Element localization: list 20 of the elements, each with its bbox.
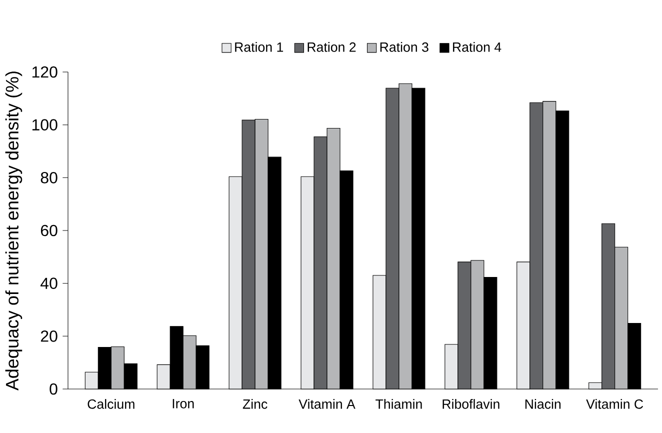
y-tick-label: 80 — [40, 172, 58, 184]
legend-label: Ration 2 — [308, 42, 356, 52]
legend-label: Ration 4 — [453, 42, 502, 52]
y-tick-label: 60 — [40, 224, 58, 236]
x-tick-label: Vitamin C — [586, 399, 644, 409]
y-tick-label: 40 — [40, 278, 58, 289]
x-tick-label: Iron — [172, 399, 194, 408]
x-tick-label: Calcium — [88, 399, 134, 409]
legend-label: Ration 1 — [235, 42, 284, 52]
legend-label: Ration 3 — [380, 42, 428, 52]
x-tick-label: Niacin — [525, 399, 561, 409]
x-tick-label: Riboflavin — [442, 399, 500, 409]
x-tick-label: Vitamin A — [298, 399, 356, 409]
x-tick-label: Thiamin — [376, 399, 422, 409]
y-axis-title: Adequacy of nutrient energy density (%) — [5, 72, 22, 391]
y-tick-label: 120 — [32, 66, 58, 78]
y-tick-label: 20 — [40, 330, 58, 342]
x-tick-label: Zinc — [242, 399, 268, 409]
y-tick-label: 0 — [50, 383, 58, 395]
y-tick-label: 100 — [32, 119, 58, 130]
